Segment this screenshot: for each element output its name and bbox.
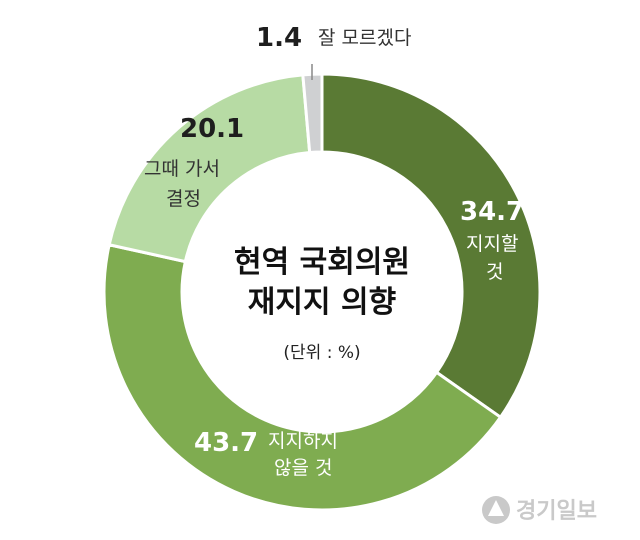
slices-group — [102, 72, 542, 512]
gyeonggi-ilbo-logo-icon — [482, 496, 510, 524]
slice-category-label: 잘 모르겠다 — [318, 27, 411, 49]
slice-value-label: 1.4 — [256, 23, 302, 53]
slice-category-label: 것 — [486, 261, 503, 283]
slice-value-label: 43.7 — [194, 428, 258, 458]
donut-slice — [102, 242, 503, 512]
publisher-logo: 경기일보 — [482, 496, 597, 524]
donut-slice — [301, 72, 324, 155]
slice-category-label: 않을 것 — [274, 457, 332, 479]
slice-category-label: 지지하지 — [268, 430, 338, 452]
donut-slice — [320, 72, 542, 420]
slice-category-label: 지지할 — [466, 233, 518, 255]
slice-category-label: 결정 — [166, 188, 201, 210]
chart-title-line: 재지지 의향 — [248, 285, 396, 320]
chart-title-line: 현역 국회의원 — [234, 245, 410, 280]
logo-text: 경기일보 — [516, 499, 597, 524]
slice-value-label: 20.1 — [180, 114, 244, 144]
chart-unit-label: (단위 : %) — [283, 343, 360, 363]
slice-value-label: 34.7 — [460, 197, 524, 227]
slice-category-label: 그때 가서 — [144, 158, 220, 180]
donut-slice — [107, 73, 312, 264]
